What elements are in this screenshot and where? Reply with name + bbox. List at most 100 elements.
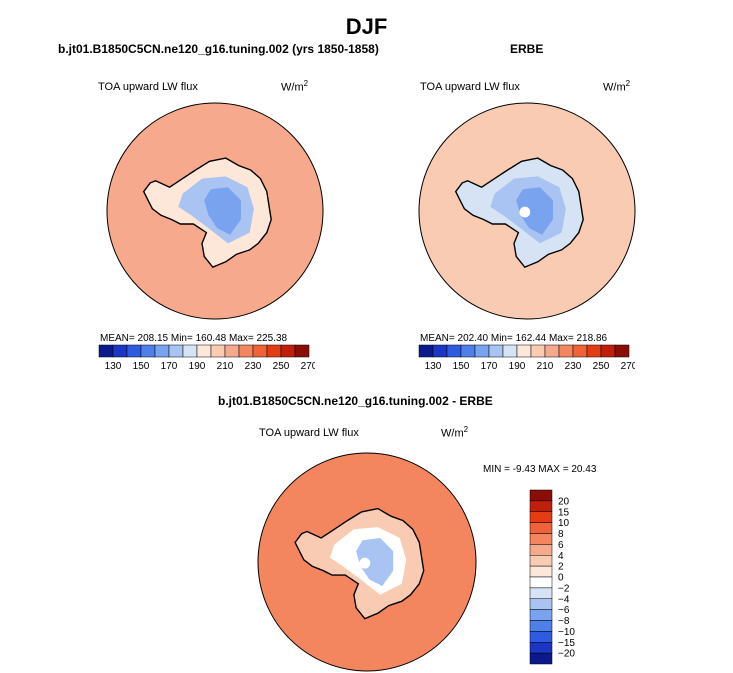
colorbar-tick-label: 270: [621, 361, 635, 372]
coastline: [142, 157, 272, 269]
panel-3-map: [257, 452, 477, 672]
colorbar-tick-label: −20: [558, 649, 575, 660]
colorbar-swatch: [529, 576, 553, 589]
colorbar-swatch: [294, 344, 310, 358]
colorbar-swatch: [529, 642, 553, 654]
map-boundary: [257, 452, 477, 672]
colorbar-swatch: [112, 344, 128, 358]
colorbar-swatch: [529, 533, 553, 545]
colorbar-swatch: [446, 344, 462, 358]
colorbar-swatch: [154, 344, 170, 358]
colorbar-tick-label: −10: [558, 627, 575, 638]
colorbar-swatch: [432, 344, 448, 358]
colorbar-tick-label: 15: [558, 507, 570, 518]
page-title: DJF: [345, 14, 388, 39]
colorbar-swatch: [98, 344, 114, 358]
colorbar-swatch: [280, 344, 296, 358]
colorbar-tick-label: −2: [558, 583, 570, 594]
colorbar-swatch: [502, 344, 518, 358]
colorbar-swatch: [529, 489, 553, 502]
colorbar-tick-label: 150: [133, 361, 150, 372]
colorbar-tick-label: 150: [453, 361, 470, 372]
colorbar-swatch: [586, 344, 602, 358]
colorbar-tick-label: −15: [558, 638, 575, 649]
colorbar-swatch: [614, 344, 630, 358]
colorbar-tick-label: −4: [558, 594, 570, 605]
colorbar-swatch: [266, 344, 282, 358]
map-boundary: [106, 102, 324, 320]
colorbar-swatch: [474, 344, 490, 358]
colorbar-tick-label: 210: [217, 361, 234, 372]
colorbar-swatch: [529, 609, 553, 621]
colorbar-tick-label: 270: [301, 361, 315, 372]
colorbar-tick-label: 210: [537, 361, 554, 372]
colorbar-swatch: [238, 344, 254, 358]
colorbar-swatch: [558, 344, 574, 358]
panel-2-colorbar: 130 150 170 190 210 230 250 270: [418, 344, 635, 372]
colorbar-swatch: [210, 344, 226, 358]
panel-3-units: W/m2: [441, 425, 469, 440]
colorbar-tick-label: 6: [558, 540, 564, 551]
colorbar-tick-label: 0: [558, 573, 564, 584]
colorbar-tick-label: 230: [245, 361, 262, 372]
colorbar-swatch: [529, 511, 553, 523]
antarctica-plateau-fill: [516, 187, 553, 235]
antarctica-plateau-fill: [204, 187, 241, 235]
panel-2-field-label: TOA upward LW flux: [420, 81, 520, 93]
colorbar-swatch: [516, 344, 532, 358]
panel-3-title: b.jt01.B1850C5CN.ne120_g16.tuning.002 - …: [218, 394, 493, 408]
colorbar-tick-label: 190: [509, 361, 526, 372]
colorbar-swatch: [196, 344, 212, 358]
colorbar-tick-label: 250: [273, 361, 290, 372]
colorbar-swatch: [530, 344, 546, 358]
polar-hole: [359, 557, 371, 569]
colorbar-tick-label: 170: [161, 361, 178, 372]
colorbar-tick-label: 8: [558, 529, 564, 540]
colorbar-tick-label: 130: [105, 361, 122, 372]
colorbar-swatch: [224, 344, 240, 358]
colorbar-swatch: [529, 565, 553, 578]
colorbar-tick-label: 130: [425, 361, 442, 372]
antarctica-plateau-fill: [356, 538, 394, 586]
map-boundary: [418, 102, 636, 320]
panel-2-title: ERBE: [510, 42, 544, 56]
colorbar-swatch: [488, 344, 504, 358]
colorbar-tick-label: 250: [593, 361, 610, 372]
colorbar-swatch: [418, 344, 434, 358]
colorbar-swatch: [600, 344, 616, 358]
colorbar-swatch: [529, 620, 553, 632]
coastline: [294, 507, 425, 620]
colorbar-swatch: [460, 344, 476, 358]
panel-1-stats: MEAN= 208.15 Min= 160.48 Max= 225.38: [100, 333, 288, 344]
colorbar-swatch: [572, 344, 588, 358]
colorbar-swatch: [529, 522, 553, 534]
colorbar-swatch: [529, 598, 553, 610]
colorbar-tick-label: −6: [558, 605, 570, 616]
panel-3-field-label: TOA upward LW flux: [259, 427, 359, 439]
colorbar-tick-label: 4: [558, 551, 564, 562]
colorbar-tick-label: 230: [565, 361, 582, 372]
colorbar-swatch: [252, 344, 268, 358]
colorbar-swatch: [529, 544, 553, 556]
colorbar-swatch: [140, 344, 156, 358]
colorbar-swatch: [529, 587, 553, 599]
colorbar-swatch: [182, 344, 198, 358]
panel-1-colorbar: 130 150 170 190 210 230 250 270: [98, 344, 315, 372]
panel-3-stats: MIN = -9.43 MAX = 20.43: [483, 464, 597, 475]
polar-hole: [519, 206, 531, 218]
colorbar-swatch: [529, 500, 553, 512]
colorbar-tick-label: −8: [558, 616, 570, 627]
colorbar-swatch: [126, 344, 142, 358]
coastline: [454, 157, 584, 269]
panel-2-stats: MEAN= 202.40 Min= 162.44 Max= 218.86: [420, 333, 608, 344]
panel-1-field-label: TOA upward LW flux: [98, 81, 198, 93]
colorbar-swatch: [544, 344, 560, 358]
panel-1-title: b.jt01.B1850C5CN.ne120_g16.tuning.002 (y…: [58, 42, 379, 56]
colorbar-tick-label: 190: [189, 361, 206, 372]
panel-1-units: W/m2: [281, 79, 309, 94]
colorbar-swatch: [529, 652, 553, 665]
colorbar-tick-label: 10: [558, 518, 570, 529]
panel-2-map: [418, 102, 636, 320]
colorbar-tick-label: 170: [481, 361, 498, 372]
